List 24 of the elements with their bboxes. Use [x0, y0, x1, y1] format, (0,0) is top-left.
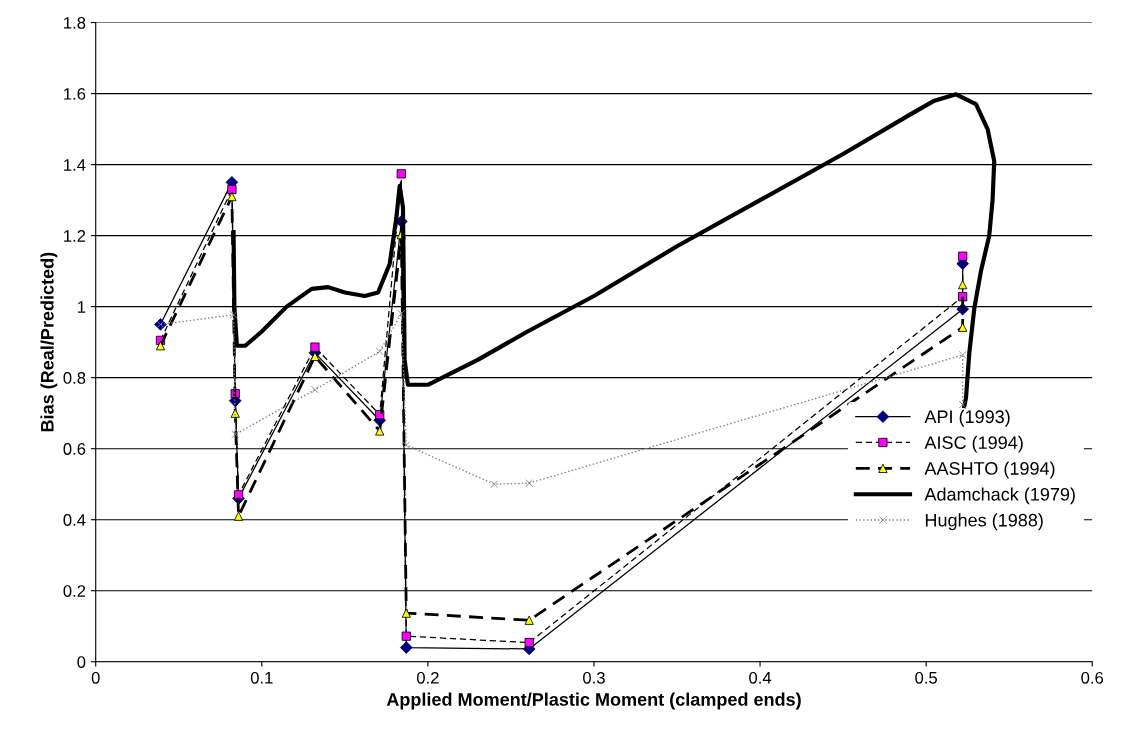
x-tick-label: 0 [91, 671, 100, 684]
x-tick-label: 0.6 [1081, 671, 1104, 684]
x-tick-label: 0.2 [416, 671, 439, 684]
y-tick-label: 0.2 [63, 585, 86, 597]
y-tick-label: 1.6 [64, 87, 86, 100]
x-tick-label: 0.4 [749, 671, 772, 684]
y-tick-label: 1.8 [64, 16, 86, 29]
x-tick-label: 0.3 [583, 671, 605, 684]
y-tick-label: 0.6 [63, 443, 86, 455]
y-tick-label: 1.2 [64, 230, 86, 242]
y-axis-title: Bias (Real/Predicted) [40, 252, 58, 432]
legend-label: Hughes (1988) [925, 513, 1043, 531]
y-tick-label: 0.8 [63, 372, 86, 384]
legend-label: AISC (1994) [924, 435, 1023, 453]
y-tick-label: 1.4 [64, 159, 86, 171]
legend-label: Adamchack (1979) [924, 487, 1075, 505]
y-tick-label: 0 [77, 656, 86, 668]
x-axis-title: Applied Moment/Plastic Moment (clamped ends) [386, 692, 801, 710]
x-tick-label: 0.5 [915, 671, 938, 684]
x-tick-label: 0.1 [250, 671, 273, 684]
legend-label: AASHTO (1994) [924, 461, 1055, 479]
y-tick-label: 0.4 [63, 514, 86, 526]
legend-label: API (1993) [924, 409, 1010, 427]
y-tick-label: 1 [77, 301, 86, 313]
